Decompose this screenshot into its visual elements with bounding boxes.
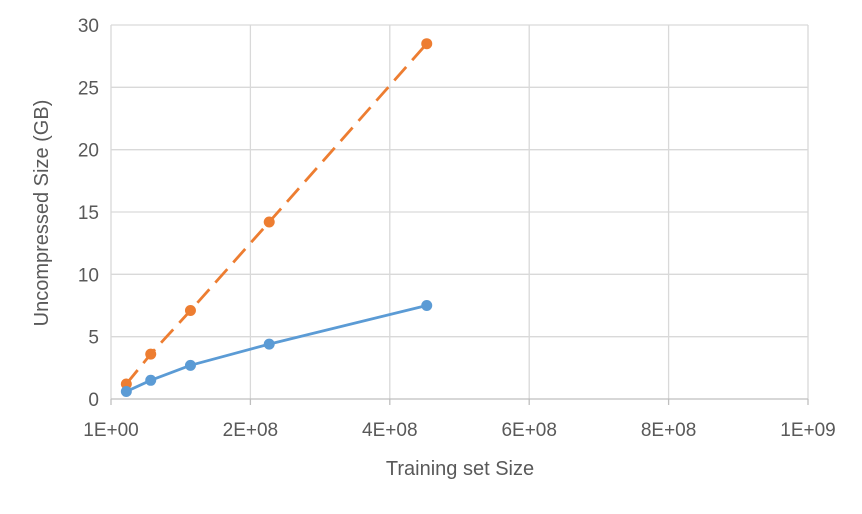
- x-tick-label: 6E+08: [501, 420, 556, 441]
- data-point: [263, 338, 275, 350]
- series-line-1: [125, 304, 428, 393]
- data-point: [145, 374, 157, 386]
- x-tick-label: 4E+08: [362, 420, 417, 441]
- series-group: [120, 38, 433, 398]
- y-tick-label: 0: [88, 390, 99, 411]
- y-tick-label: 25: [78, 78, 99, 99]
- y-tick-label: 10: [78, 265, 99, 286]
- x-tick-label: 1E+09: [780, 420, 835, 441]
- axes: [110, 398, 809, 405]
- y-tick-label: 15: [78, 203, 99, 224]
- data-point: [421, 38, 433, 50]
- y-tick-label: 30: [78, 16, 99, 37]
- x-tick-label: 1E+00: [83, 420, 138, 441]
- data-point: [184, 359, 196, 371]
- data-point: [120, 386, 132, 398]
- tick-labels: 0 5 10 15 20 25 30 1E+00 2E+08 4E+08 6E+08 8E+08 1E+…: [78, 16, 836, 441]
- data-point: [263, 216, 275, 228]
- gridlines: [110, 24, 809, 399]
- y-axis-title: Uncompressed Size (GB): [31, 100, 53, 327]
- x-tick-label: 2E+08: [223, 420, 278, 441]
- x-axis-title: Training set Size: [386, 458, 534, 480]
- y-tick-label: 20: [78, 141, 99, 162]
- y-tick-label: 5: [88, 328, 99, 349]
- x-tick-label: 8E+08: [641, 420, 696, 441]
- data-point: [184, 304, 196, 316]
- series-0: [120, 38, 433, 390]
- series-line-0: [125, 42, 428, 385]
- series-1: [120, 300, 433, 398]
- data-point: [421, 300, 433, 311]
- data-point: [145, 348, 157, 360]
